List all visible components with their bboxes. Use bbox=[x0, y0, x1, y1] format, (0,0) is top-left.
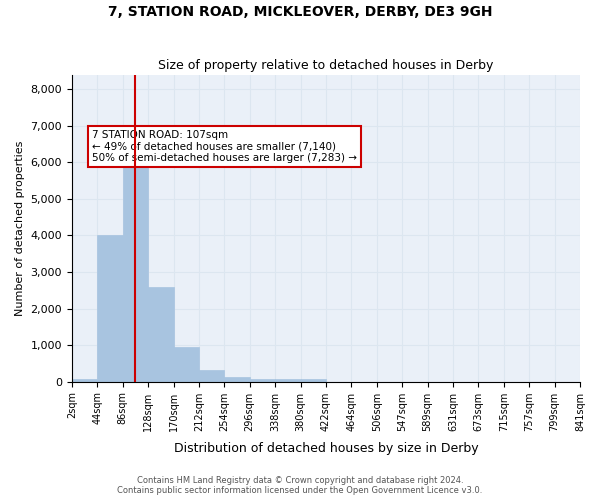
Y-axis label: Number of detached properties: Number of detached properties bbox=[15, 140, 25, 316]
Bar bbox=[123, 140, 148, 382]
Bar bbox=[97, 236, 123, 382]
Bar bbox=[72, 379, 97, 382]
Bar bbox=[275, 380, 301, 382]
Text: 7 STATION ROAD: 107sqm
← 49% of detached houses are smaller (7,140)
50% of semi-: 7 STATION ROAD: 107sqm ← 49% of detached… bbox=[92, 130, 357, 163]
Bar bbox=[173, 347, 199, 382]
Bar bbox=[148, 286, 173, 382]
Title: Size of property relative to detached houses in Derby: Size of property relative to detached ho… bbox=[158, 59, 494, 72]
Bar bbox=[199, 370, 224, 382]
X-axis label: Distribution of detached houses by size in Derby: Distribution of detached houses by size … bbox=[173, 442, 478, 455]
Bar bbox=[250, 378, 275, 382]
Text: Contains HM Land Registry data © Crown copyright and database right 2024.
Contai: Contains HM Land Registry data © Crown c… bbox=[118, 476, 482, 495]
Bar bbox=[224, 376, 250, 382]
Bar bbox=[301, 380, 326, 382]
Text: 7, STATION ROAD, MICKLEOVER, DERBY, DE3 9GH: 7, STATION ROAD, MICKLEOVER, DERBY, DE3 … bbox=[108, 5, 492, 19]
